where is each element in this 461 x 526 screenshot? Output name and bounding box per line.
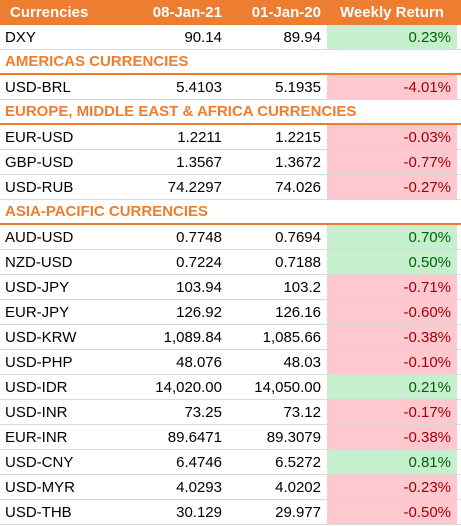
weekly-return-cell: -0.77% (327, 150, 457, 174)
currency-pair-cell: USD-THB (5, 503, 72, 521)
table-row: USD-MYR 4.0293 4.0202 -0.23% (0, 475, 461, 500)
table-row: USD-THB 30.129 29.977 -0.50% (0, 500, 461, 525)
currency-pair-cell: USD-BRL (5, 78, 71, 96)
value-date-2-cell: 48.03 (283, 353, 321, 371)
table-row: USD-BRL 5.4103 5.1935 -4.01% (0, 75, 461, 100)
value-date-1-cell: 1,089.84 (163, 328, 222, 346)
header-weekly-return: Weekly Return (340, 4, 444, 21)
table-row: USD-IDR 14,020.00 14,050.00 0.21% (0, 375, 461, 400)
value-date-2-cell: 4.0202 (275, 478, 321, 496)
table-row: EUR-INR 89.6471 89.3079 -0.38% (0, 425, 461, 450)
weekly-return-cell: -0.38% (327, 425, 457, 449)
currency-pair-cell: USD-IDR (5, 378, 68, 396)
weekly-return-cell: 0.70% (327, 225, 457, 249)
currency-pair-cell: USD-RUB (5, 178, 74, 196)
value-date-2-cell: 1,085.66 (262, 328, 321, 346)
value-date-2-cell: 14,050.00 (254, 378, 321, 396)
currency-pair-cell: NZD-USD (5, 253, 73, 271)
currency-pair-cell: USD-PHP (5, 353, 73, 371)
value-date-1-cell: 48.076 (176, 353, 222, 371)
value-date-1-cell: 0.7748 (176, 228, 222, 246)
value-date-2-cell: 74.026 (275, 178, 321, 196)
value-date-2-cell: 29.977 (275, 503, 321, 521)
header-date-2: 01-Jan-20 (251, 4, 321, 21)
table-row: USD-RUB 74.2297 74.026 -0.27% (0, 175, 461, 200)
currency-pair-cell: AUD-USD (5, 228, 74, 246)
weekly-return-cell: -0.27% (327, 175, 457, 199)
value-date-2-cell: 0.7188 (275, 253, 321, 271)
value-date-1-cell: 126.92 (176, 303, 222, 321)
value-date-2-cell: 126.16 (275, 303, 321, 321)
weekly-return-cell: -0.38% (327, 325, 457, 349)
currency-pair-cell: USD-MYR (5, 478, 75, 496)
table-row: USD-CNY 6.4746 6.5272 0.81% (0, 450, 461, 475)
weekly-return-cell: -0.60% (327, 300, 457, 324)
currency-pair-cell: GBP-USD (5, 153, 74, 171)
weekly-return-cell: -0.10% (327, 350, 457, 374)
weekly-return-cell: -0.23% (327, 475, 457, 499)
table-body: DXY 90.14 89.94 0.23% AMERICAS CURRENCIES USD… (0, 25, 461, 525)
value-date-1-cell: 74.2297 (167, 178, 222, 196)
table-row: NZD-USD 0.7224 0.7188 0.50% (0, 250, 461, 275)
value-date-1-cell: 14,020.00 (155, 378, 222, 396)
table-row: USD-JPY 103.94 103.2 -0.71% (0, 275, 461, 300)
value-date-1-cell: 103.94 (176, 278, 222, 296)
weekly-return-cell: -0.03% (327, 125, 457, 149)
table-row: USD-INR 73.25 73.12 -0.17% (0, 400, 461, 425)
currency-pair-cell: EUR-INR (5, 428, 68, 446)
table-row: USD-PHP 48.076 48.03 -0.10% (0, 350, 461, 375)
value-date-2-cell: 103.2 (283, 278, 321, 296)
weekly-return-cell: 0.23% (327, 25, 457, 49)
currency-pair-cell: EUR-USD (5, 128, 74, 146)
value-date-2-cell: 1.2215 (275, 128, 321, 146)
value-date-2-cell: 5.1935 (275, 78, 321, 96)
value-date-1-cell: 1.3567 (176, 153, 222, 171)
value-date-1-cell: 4.0293 (176, 478, 222, 496)
value-date-2-cell: 89.94 (283, 28, 321, 46)
value-date-1-cell: 73.25 (184, 403, 222, 421)
table-row: GBP-USD 1.3567 1.3672 -0.77% (0, 150, 461, 175)
weekly-return-cell: 0.81% (327, 450, 457, 474)
currency-pair-cell: DXY (5, 28, 36, 46)
value-date-2-cell: 89.3079 (266, 428, 321, 446)
section-header: EUROPE, MIDDLE EAST & AFRICA CURRENCIES (0, 100, 461, 125)
value-date-2-cell: 73.12 (283, 403, 321, 421)
currency-pair-cell: USD-INR (5, 403, 68, 421)
weekly-return-cell: -0.71% (327, 275, 457, 299)
value-date-2-cell: 0.7694 (275, 228, 321, 246)
value-date-2-cell: 1.3672 (275, 153, 321, 171)
value-date-1-cell: 1.2211 (177, 128, 222, 146)
table-row: USD-KRW 1,089.84 1,085.66 -0.38% (0, 325, 461, 350)
value-date-1-cell: 89.6471 (167, 428, 222, 446)
table-header-row: Currencies 08-Jan-21 01-Jan-20 Weekly Re… (0, 0, 461, 25)
section-header: ASIA-PACIFIC CURRENCIES (0, 200, 461, 225)
weekly-return-cell: -0.17% (327, 400, 457, 424)
table-row: AUD-USD 0.7748 0.7694 0.70% (0, 225, 461, 250)
table-row: EUR-JPY 126.92 126.16 -0.60% (0, 300, 461, 325)
section-header: AMERICAS CURRENCIES (0, 50, 461, 75)
weekly-return-cell: -4.01% (327, 75, 457, 99)
value-date-2-cell: 6.5272 (275, 453, 321, 471)
weekly-return-cell: -0.50% (327, 500, 457, 524)
weekly-return-cell: 0.50% (327, 250, 457, 274)
value-date-1-cell: 0.7224 (176, 253, 222, 271)
currency-pair-cell: USD-JPY (5, 278, 70, 296)
weekly-return-cell: 0.21% (327, 375, 457, 399)
currency-pair-cell: USD-KRW (5, 328, 77, 346)
value-date-1-cell: 5.4103 (176, 78, 222, 96)
currency-pair-cell: EUR-JPY (5, 303, 70, 321)
value-date-1-cell: 30.129 (176, 503, 222, 521)
table-row: DXY 90.14 89.94 0.23% (0, 25, 461, 50)
header-currencies: Currencies (10, 4, 89, 21)
table-row: EUR-USD 1.2211 1.2215 -0.03% (0, 125, 461, 150)
value-date-1-cell: 90.14 (184, 28, 222, 46)
value-date-1-cell: 6.4746 (176, 453, 222, 471)
currency-pair-cell: USD-CNY (5, 453, 74, 471)
header-date-1: 08-Jan-21 (152, 4, 222, 21)
